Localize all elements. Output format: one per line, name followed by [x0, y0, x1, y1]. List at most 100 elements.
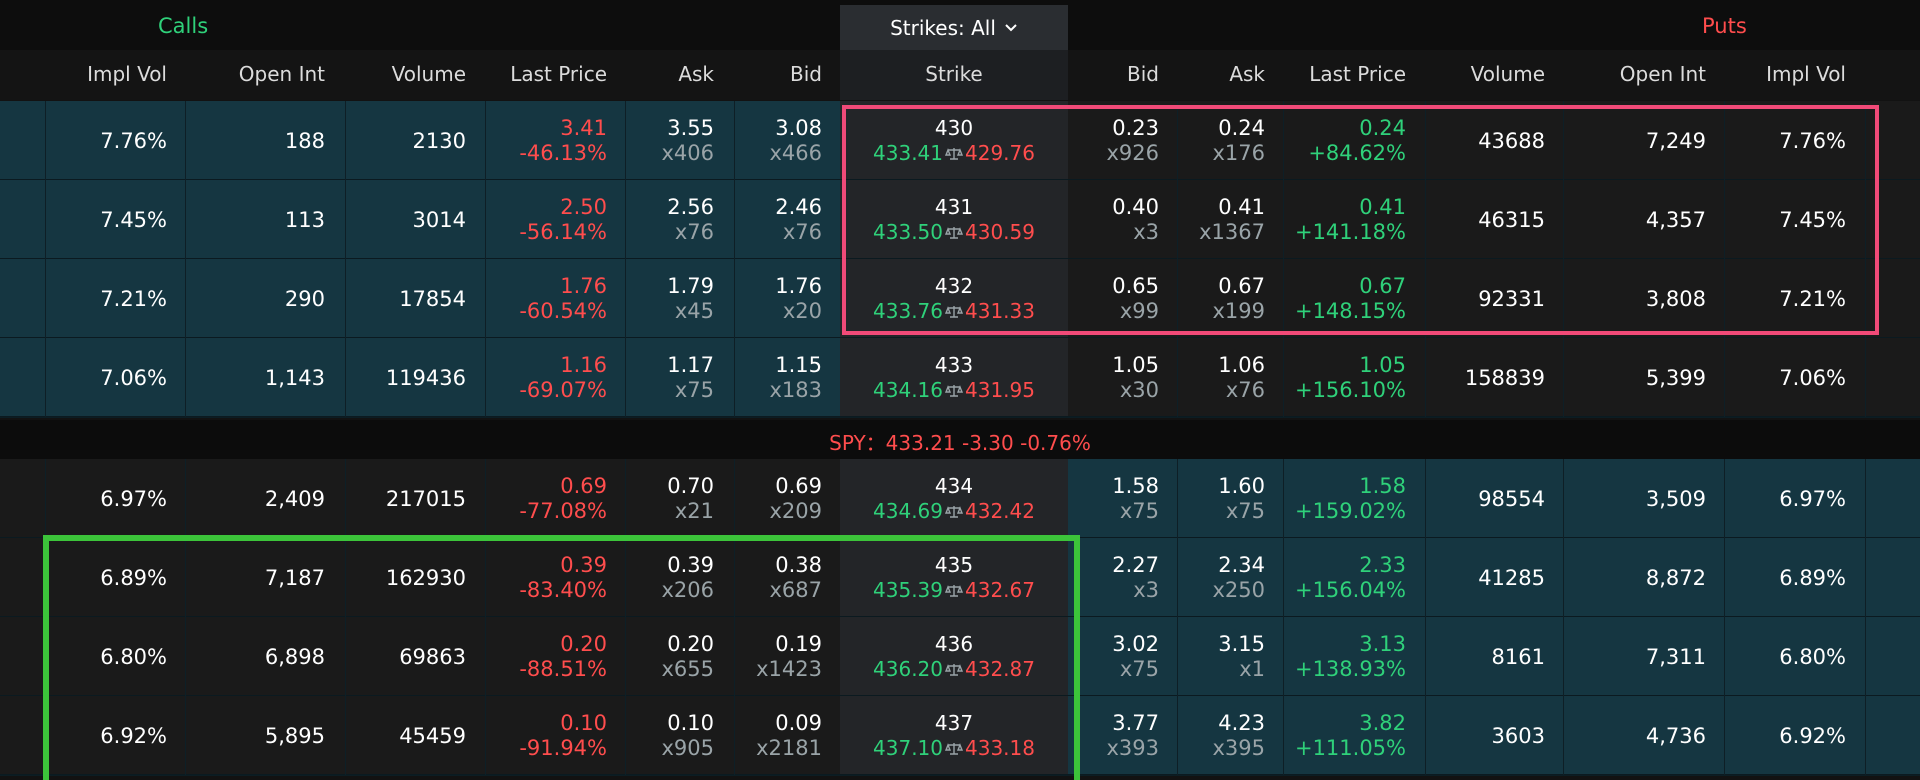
- column-divider: [1724, 696, 1725, 775]
- strike-price[interactable]: 434: [934, 474, 974, 498]
- put-ask-size: x395: [1212, 736, 1265, 760]
- breakeven-line: 434.69 432.42: [840, 499, 1068, 523]
- strike-cell[interactable]: [840, 259, 1068, 338]
- put-impl-vol: 7.45%: [1779, 208, 1846, 232]
- call-impl-vol: 6.97%: [100, 487, 167, 511]
- call-breakeven: 434.16: [873, 378, 943, 402]
- column-divider: [185, 180, 186, 259]
- puts-col-header[interactable]: Ask: [1229, 62, 1265, 86]
- column-divider: [1425, 101, 1426, 180]
- strike-price[interactable]: 437: [934, 711, 974, 735]
- strike-price[interactable]: 436: [934, 632, 974, 656]
- call-bid: 0.38: [775, 553, 822, 577]
- call-last-price: 0.10: [560, 711, 607, 735]
- put-open-int: 7,311: [1645, 645, 1706, 669]
- call-last-price: 1.76: [560, 274, 607, 298]
- column-divider: [1865, 459, 1866, 538]
- call-bid: 2.46: [775, 195, 822, 219]
- column-divider: [1724, 101, 1725, 180]
- put-last-price: 0.24: [1359, 116, 1406, 140]
- call-last-price: 3.41: [560, 116, 607, 140]
- call-impl-vol: 7.76%: [100, 129, 167, 153]
- strike-cell[interactable]: [840, 180, 1068, 259]
- put-ask: 2.34: [1218, 553, 1265, 577]
- puts-segment: [1068, 459, 1920, 538]
- calls-col-header[interactable]: Ask: [678, 62, 714, 86]
- column-divider: [345, 538, 346, 617]
- strike-price[interactable]: 435: [934, 553, 974, 577]
- put-change-pct: +159.02%: [1294, 499, 1406, 523]
- call-open-int: 7,187: [264, 566, 325, 590]
- calls-col-header[interactable]: Volume: [391, 62, 466, 86]
- column-divider: [1865, 259, 1866, 338]
- strike-price[interactable]: 432: [934, 274, 974, 298]
- strike-cell[interactable]: [840, 101, 1068, 180]
- put-open-int: 3,509: [1645, 487, 1706, 511]
- call-volume: 162930: [385, 566, 466, 590]
- column-divider: [1283, 259, 1284, 338]
- put-bid-size: x393: [1106, 736, 1159, 760]
- call-breakeven: 436.20: [873, 657, 943, 681]
- call-impl-vol: 6.89%: [100, 566, 167, 590]
- call-volume: 69863: [399, 645, 466, 669]
- put-open-int: 3,808: [1645, 287, 1706, 311]
- strike-cell[interactable]: [840, 459, 1068, 538]
- option-row[interactable]: [0, 338, 1920, 418]
- column-divider: [1563, 696, 1564, 775]
- column-divider: [1283, 101, 1284, 180]
- row-divider: [0, 416, 1920, 417]
- strike-col-header[interactable]: Strike: [925, 62, 983, 86]
- call-change-pct: -88.51%: [519, 657, 607, 681]
- column-divider: [45, 696, 46, 775]
- breakeven-line: 435.39 432.67: [840, 578, 1068, 602]
- strike-cell[interactable]: [840, 696, 1068, 775]
- call-ask-size: x76: [674, 220, 714, 244]
- row-divider: [0, 616, 1920, 617]
- call-bid-size: x687: [769, 578, 822, 602]
- row-divider: [0, 179, 1920, 180]
- call-ask: 0.39: [667, 553, 714, 577]
- call-bid-size: x183: [769, 378, 822, 402]
- put-ask-size: x176: [1212, 141, 1265, 165]
- call-change-pct: -56.14%: [519, 220, 607, 244]
- put-last-price: 1.58: [1359, 474, 1406, 498]
- strike-cell[interactable]: [840, 538, 1068, 617]
- column-divider: [1177, 459, 1178, 538]
- call-volume: 17854: [399, 287, 466, 311]
- strikes-dropdown[interactable]: Strikes: All: [840, 5, 1068, 50]
- calls-segment: [0, 338, 840, 417]
- puts-col-header[interactable]: Impl Vol: [1766, 62, 1846, 86]
- column-divider: [625, 459, 626, 538]
- call-impl-vol: 7.45%: [100, 208, 167, 232]
- puts-col-header[interactable]: Last Price: [1309, 62, 1406, 86]
- call-bid-size: x20: [782, 299, 822, 323]
- calls-col-header[interactable]: Last Price: [510, 62, 607, 86]
- column-divider: [734, 338, 735, 417]
- column-divider: [485, 338, 486, 417]
- strike-price[interactable]: 430: [934, 116, 974, 140]
- scale-icon: [944, 221, 964, 239]
- puts-col-header[interactable]: Open Int: [1619, 62, 1706, 86]
- breakeven-line: 434.16 431.95: [840, 378, 1068, 402]
- call-ask-size: x406: [661, 141, 714, 165]
- puts-col-header[interactable]: Bid: [1127, 62, 1159, 86]
- put-ask: 0.24: [1218, 116, 1265, 140]
- call-ask: 3.55: [667, 116, 714, 140]
- calls-col-header[interactable]: Open Int: [238, 62, 325, 86]
- call-open-int: 188: [284, 129, 325, 153]
- option-row[interactable]: [0, 696, 1920, 776]
- put-volume: 98554: [1478, 487, 1545, 511]
- puts-segment: [1068, 259, 1920, 338]
- column-divider: [734, 180, 735, 259]
- calls-col-header[interactable]: Bid: [790, 62, 822, 86]
- calls-col-header[interactable]: Impl Vol: [87, 62, 167, 86]
- strike-cell[interactable]: [840, 617, 1068, 696]
- call-bid-size: x1423: [756, 657, 822, 681]
- strike-price[interactable]: 433: [934, 353, 974, 377]
- strike-cell[interactable]: [840, 338, 1068, 417]
- calls-segment: [0, 696, 840, 775]
- call-impl-vol: 7.21%: [100, 287, 167, 311]
- column-divider: [734, 459, 735, 538]
- strike-price[interactable]: 431: [934, 195, 974, 219]
- puts-col-header[interactable]: Volume: [1470, 62, 1545, 86]
